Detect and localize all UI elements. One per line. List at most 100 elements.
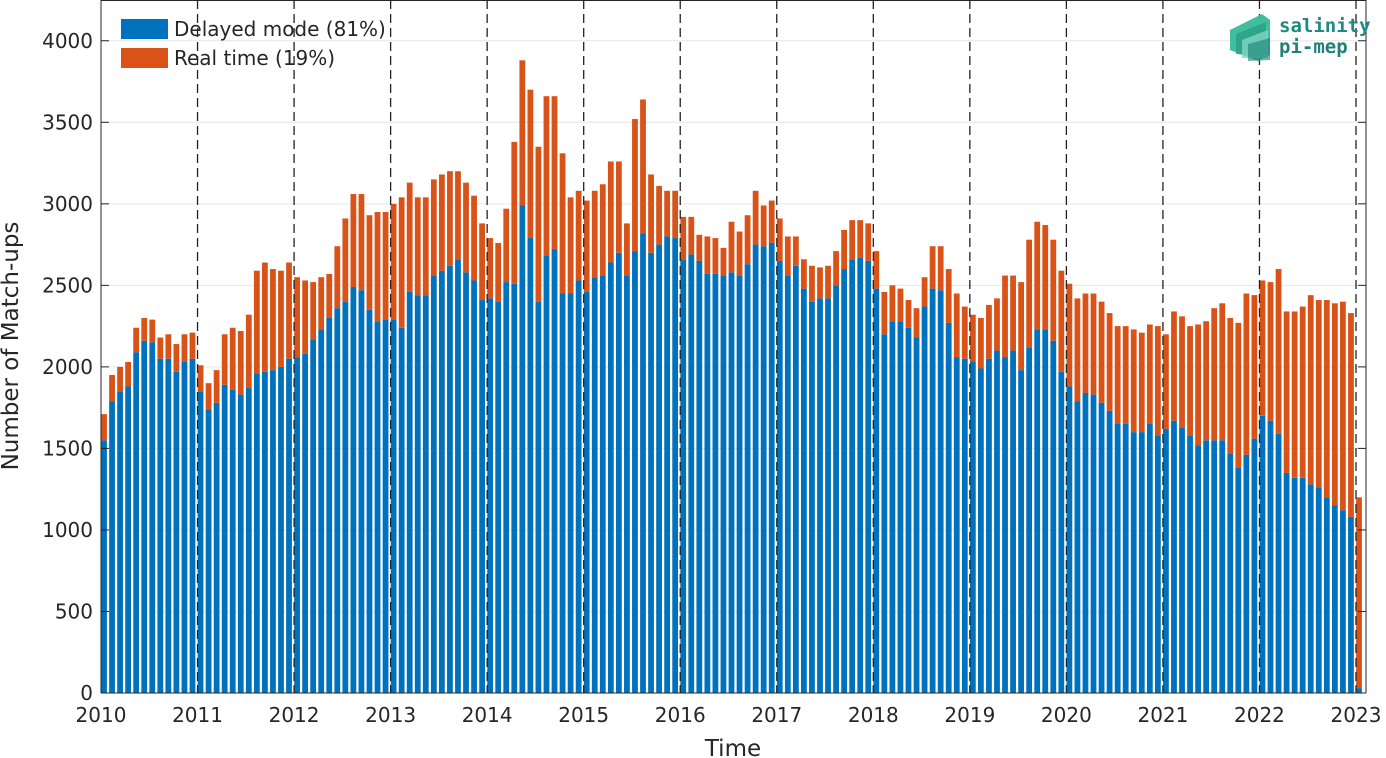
x-tick-label: 2023 [1331, 703, 1382, 727]
bar-real-time [640, 99, 646, 234]
logo-wave-icon [1230, 14, 1270, 61]
y-tick-label: 3500 [42, 110, 93, 134]
bar-delayed-mode [672, 238, 679, 693]
bar-delayed-mode [865, 260, 872, 693]
bar-delayed-mode [286, 358, 292, 693]
bar-delayed-mode [599, 275, 606, 693]
x-tick-label: 2010 [76, 703, 127, 727]
bar-real-time [1340, 301, 1346, 511]
bar-real-time [101, 414, 107, 441]
bar-real-time [1018, 282, 1025, 371]
bar-delayed-mode [1146, 423, 1153, 693]
bar-delayed-mode [776, 260, 783, 693]
bar-real-time [1219, 303, 1226, 441]
bar-real-time [664, 190, 671, 237]
bar-delayed-mode [1267, 420, 1274, 693]
y-tick-label: 500 [55, 599, 93, 623]
bar-delayed-mode [736, 275, 743, 693]
bar-real-time [1082, 293, 1089, 393]
bar-real-time [752, 190, 759, 245]
bar-delayed-mode [752, 244, 759, 693]
bar-real-time [1122, 326, 1129, 424]
bar-delayed-mode [953, 357, 960, 693]
bar-delayed-mode [937, 290, 944, 693]
bar-delayed-mode [302, 353, 309, 693]
legend-swatch-delayed [121, 19, 168, 39]
bar-real-time [945, 269, 952, 323]
bar-real-time [1259, 280, 1266, 416]
bar-delayed-mode [270, 370, 276, 693]
bar-real-time [704, 236, 711, 274]
bar-delayed-mode [447, 265, 453, 693]
bar-delayed-mode [342, 301, 349, 693]
bar-delayed-mode [857, 257, 864, 693]
bar-real-time [784, 236, 791, 276]
bar-real-time [302, 280, 309, 354]
bar-delayed-mode [1259, 415, 1266, 693]
bar-real-time [342, 218, 349, 302]
bar-delayed-mode [189, 358, 196, 693]
x-tick-label: 2021 [1137, 703, 1188, 727]
bar-real-time [977, 317, 984, 369]
bar-real-time [583, 200, 590, 292]
bar-real-time [1331, 303, 1338, 506]
bar-real-time [141, 317, 148, 341]
bar-delayed-mode [471, 280, 477, 693]
bar-delayed-mode [977, 368, 984, 693]
bar-real-time [1034, 221, 1041, 330]
bar-real-time [310, 282, 317, 340]
bar-delayed-mode [1275, 433, 1282, 693]
bar-real-time [495, 242, 502, 302]
bar-real-time [1315, 300, 1322, 488]
bar-real-time [776, 218, 783, 261]
bar-real-time [334, 246, 341, 309]
bar-delayed-mode [1291, 477, 1298, 693]
bar-real-time [1130, 329, 1137, 433]
bar-real-time [430, 179, 437, 276]
bar-delayed-mode [237, 394, 244, 693]
bar-delayed-mode [318, 329, 325, 693]
bar-real-time [318, 277, 325, 330]
bar-delayed-mode [559, 293, 566, 693]
bar-real-time [937, 246, 944, 291]
bar-real-time [1098, 301, 1105, 403]
bar-real-time [487, 238, 494, 299]
bar-delayed-mode [1042, 329, 1049, 693]
bar-delayed-mode [792, 265, 799, 693]
x-tick-label: 2011 [172, 703, 223, 727]
bar-delayed-mode [881, 334, 888, 693]
bar-real-time [1114, 326, 1121, 424]
bar-delayed-mode [527, 238, 534, 693]
bar-delayed-mode [390, 319, 397, 693]
bar-delayed-mode [664, 236, 671, 693]
bar-delayed-mode [1219, 440, 1226, 693]
x-tick-label: 2022 [1234, 703, 1285, 727]
bar-delayed-mode [519, 205, 526, 694]
bar-delayed-mode [1098, 402, 1105, 693]
bar-real-time [825, 265, 831, 299]
bar-real-time [213, 370, 220, 403]
bar-delayed-mode [181, 361, 188, 693]
bar-real-time [1066, 283, 1073, 387]
axes-group [100, 0, 1367, 694]
bar-delayed-mode [921, 306, 928, 693]
bar-delayed-mode [632, 251, 638, 693]
bar-real-time [921, 277, 928, 307]
bar-delayed-mode [929, 288, 936, 693]
bar-delayed-mode [487, 298, 494, 693]
bar-delayed-mode [221, 384, 228, 693]
bar-real-time [109, 375, 115, 402]
bar-real-time [1211, 308, 1218, 441]
bar-delayed-mode [1211, 440, 1218, 693]
bar-delayed-mode [1307, 484, 1314, 693]
y-tick-label: 3000 [42, 192, 93, 216]
bar-real-time [471, 195, 477, 281]
bar-delayed-mode [382, 319, 389, 693]
bar-real-time [929, 246, 936, 289]
bar-real-time [1154, 326, 1161, 436]
x-tick-label: 2017 [751, 703, 802, 727]
bar-real-time [873, 251, 880, 289]
bar-delayed-mode [503, 282, 510, 693]
bar-delayed-mode [969, 361, 976, 693]
y-tick-label: 1000 [42, 518, 93, 542]
